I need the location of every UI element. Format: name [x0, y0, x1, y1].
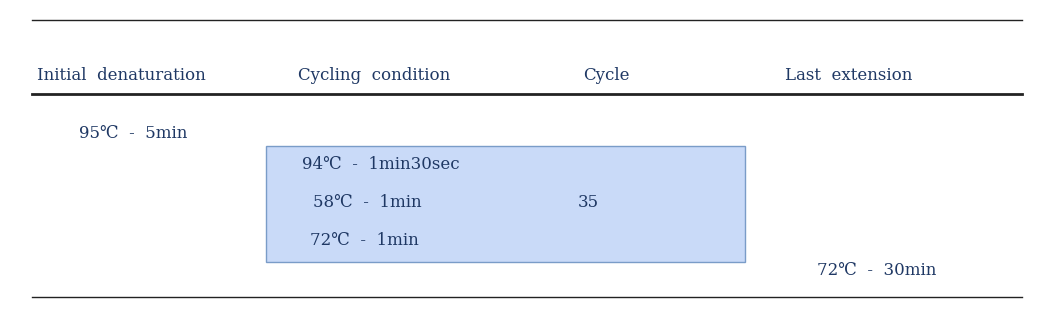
- Text: 72℃  -  1min: 72℃ - 1min: [310, 232, 418, 249]
- Text: 35: 35: [578, 194, 599, 211]
- Text: Cycling  condition: Cycling condition: [298, 67, 450, 84]
- Text: Cycle: Cycle: [583, 67, 629, 84]
- Text: Last  extension: Last extension: [785, 67, 912, 84]
- Text: 94℃  -  1min30sec: 94℃ - 1min30sec: [302, 156, 461, 173]
- Text: 72℃  -  30min: 72℃ - 30min: [817, 262, 936, 279]
- FancyBboxPatch shape: [266, 146, 745, 262]
- Text: Initial  denaturation: Initial denaturation: [37, 67, 206, 84]
- Text: 95℃  -  5min: 95℃ - 5min: [79, 125, 188, 142]
- Text: 58℃  -  1min: 58℃ - 1min: [313, 194, 422, 211]
